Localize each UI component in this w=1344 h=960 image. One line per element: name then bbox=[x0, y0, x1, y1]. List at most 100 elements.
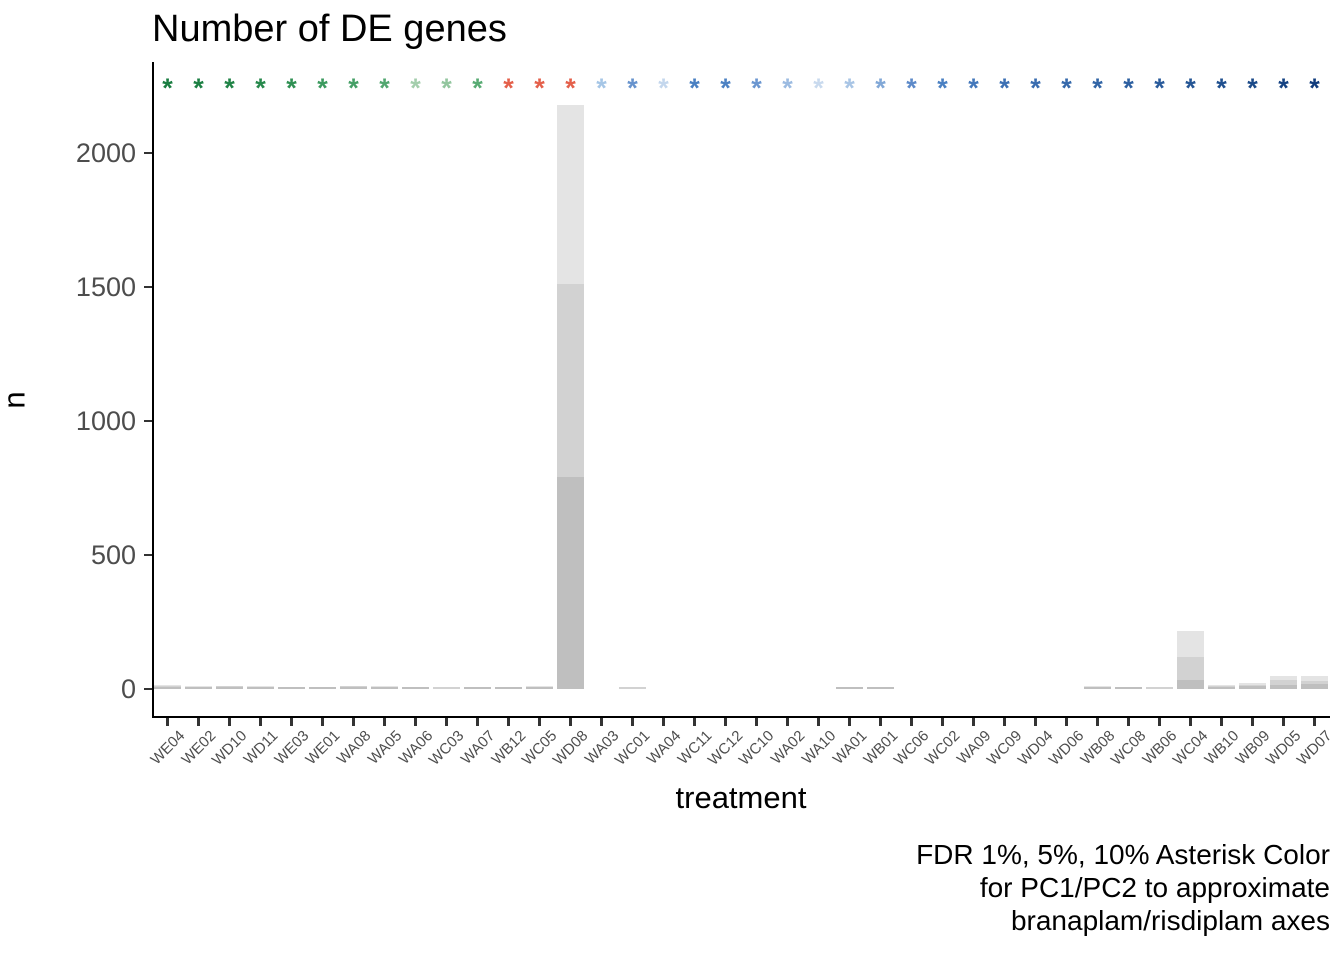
bar-segment-WB09 bbox=[1239, 686, 1266, 689]
x-tick-label: WA09 bbox=[953, 727, 994, 768]
x-tick-mark bbox=[1282, 718, 1285, 726]
x-tick-mark bbox=[724, 718, 727, 726]
significance-asterisk: * bbox=[1216, 73, 1227, 103]
significance-asterisk: * bbox=[844, 73, 855, 103]
significance-asterisk: * bbox=[348, 73, 359, 103]
x-tick-label: WD08 bbox=[549, 727, 591, 769]
bar-segment-WB12 bbox=[495, 687, 522, 689]
x-tick-label: WD06 bbox=[1045, 727, 1087, 769]
bar-segment-WD05 bbox=[1270, 680, 1297, 689]
x-tick-label: WD04 bbox=[1014, 727, 1056, 769]
bar-segment-WD11 bbox=[247, 687, 274, 689]
x-tick-label: WC04 bbox=[1169, 727, 1211, 769]
significance-asterisk: * bbox=[658, 73, 669, 103]
x-tick-mark bbox=[290, 718, 293, 726]
significance-asterisk: * bbox=[1154, 73, 1165, 103]
x-tick-label: WC05 bbox=[518, 727, 560, 769]
y-tick-label: 500 bbox=[90, 540, 136, 570]
x-tick-mark bbox=[631, 718, 634, 726]
x-tick-label: WB01 bbox=[859, 727, 901, 769]
bar-segment-WD07 bbox=[1301, 684, 1328, 689]
significance-asterisk: * bbox=[193, 73, 204, 103]
x-tick-mark bbox=[879, 718, 882, 726]
x-tick-mark bbox=[600, 718, 603, 726]
x-tick-label: WA08 bbox=[333, 727, 374, 768]
significance-asterisk: * bbox=[937, 73, 948, 103]
x-tick-mark bbox=[1034, 718, 1037, 726]
significance-asterisk: * bbox=[379, 73, 390, 103]
x-tick-label: WA04 bbox=[643, 727, 684, 768]
x-tick-label: WC12 bbox=[704, 727, 746, 769]
significance-asterisk: * bbox=[813, 73, 824, 103]
x-tick-label: WB06 bbox=[1138, 727, 1180, 769]
significance-asterisk: * bbox=[503, 73, 514, 103]
x-tick-label: WC08 bbox=[1107, 727, 1149, 769]
x-tick-mark bbox=[786, 718, 789, 726]
y-tick-mark bbox=[144, 420, 152, 422]
significance-asterisk: * bbox=[162, 73, 173, 103]
bar-segment-WA07 bbox=[464, 687, 491, 689]
x-tick-label: WA07 bbox=[457, 727, 498, 768]
bar-segment-WE04 bbox=[154, 686, 181, 689]
bar-segment-WA01 bbox=[836, 687, 863, 689]
significance-asterisk: * bbox=[596, 73, 607, 103]
x-tick-mark bbox=[259, 718, 262, 726]
x-tick-mark bbox=[197, 718, 200, 726]
bar-segment-WA05 bbox=[371, 687, 398, 689]
significance-asterisk: * bbox=[689, 73, 700, 103]
x-tick-label: WB12 bbox=[487, 727, 529, 769]
significance-asterisk: * bbox=[627, 73, 638, 103]
bar-segment-WD10 bbox=[216, 686, 243, 689]
x-tick-label: WA02 bbox=[767, 727, 808, 768]
significance-asterisk: * bbox=[875, 73, 886, 103]
bar-segment-WC05 bbox=[526, 687, 553, 689]
bar-segment-WC04 bbox=[1177, 679, 1204, 689]
x-tick-label: WC10 bbox=[735, 727, 777, 769]
x-tick-mark bbox=[817, 718, 820, 726]
bar-segment-WC01 bbox=[619, 687, 646, 689]
bar-segment-WE02 bbox=[185, 687, 212, 689]
significance-asterisk: * bbox=[441, 73, 452, 103]
x-tick-mark bbox=[1220, 718, 1223, 726]
y-axis-line bbox=[152, 62, 154, 718]
bar-segment-WC08 bbox=[1115, 687, 1142, 689]
x-tick-label: WD10 bbox=[208, 727, 250, 769]
significance-asterisk: * bbox=[1309, 73, 1320, 103]
x-tick-label: WE02 bbox=[177, 727, 219, 769]
x-tick-label: WA01 bbox=[829, 727, 870, 768]
x-tick-label: WB09 bbox=[1231, 727, 1273, 769]
y-tick-label: 0 bbox=[120, 674, 136, 704]
x-axis-line bbox=[152, 716, 1330, 718]
x-tick-mark bbox=[1158, 718, 1161, 726]
significance-asterisk: * bbox=[255, 73, 266, 103]
significance-asterisk: * bbox=[1092, 73, 1103, 103]
x-tick-label: WC11 bbox=[674, 727, 715, 768]
significance-asterisk: * bbox=[565, 73, 576, 103]
bar-segment-WB10 bbox=[1208, 687, 1235, 689]
x-tick-label: WA06 bbox=[395, 727, 436, 768]
x-tick-mark bbox=[476, 718, 479, 726]
x-tick-mark bbox=[941, 718, 944, 726]
y-tick-label: 1000 bbox=[75, 406, 136, 436]
x-tick-label: WA05 bbox=[364, 727, 405, 768]
significance-asterisk: * bbox=[534, 73, 545, 103]
bar-segment-WA06 bbox=[402, 687, 429, 689]
bar-segment-WE03 bbox=[278, 687, 305, 689]
bar-segment-WB08 bbox=[1084, 687, 1111, 689]
significance-asterisk: * bbox=[720, 73, 731, 103]
x-tick-mark bbox=[228, 718, 231, 726]
x-tick-label: WE04 bbox=[146, 727, 188, 769]
y-tick-mark bbox=[144, 286, 152, 288]
x-tick-mark bbox=[755, 718, 758, 726]
significance-asterisk: * bbox=[1061, 73, 1072, 103]
significance-asterisk: * bbox=[1185, 73, 1196, 103]
y-tick-mark bbox=[144, 152, 152, 154]
x-axis-label: treatment bbox=[675, 780, 807, 815]
x-tick-mark bbox=[972, 718, 975, 726]
bar-segment-WB06 bbox=[1146, 687, 1173, 689]
x-tick-mark bbox=[1313, 718, 1316, 726]
x-tick-label: WB10 bbox=[1200, 727, 1242, 769]
significance-asterisk: * bbox=[999, 73, 1010, 103]
significance-asterisk: * bbox=[286, 73, 297, 103]
x-tick-mark bbox=[166, 718, 169, 726]
